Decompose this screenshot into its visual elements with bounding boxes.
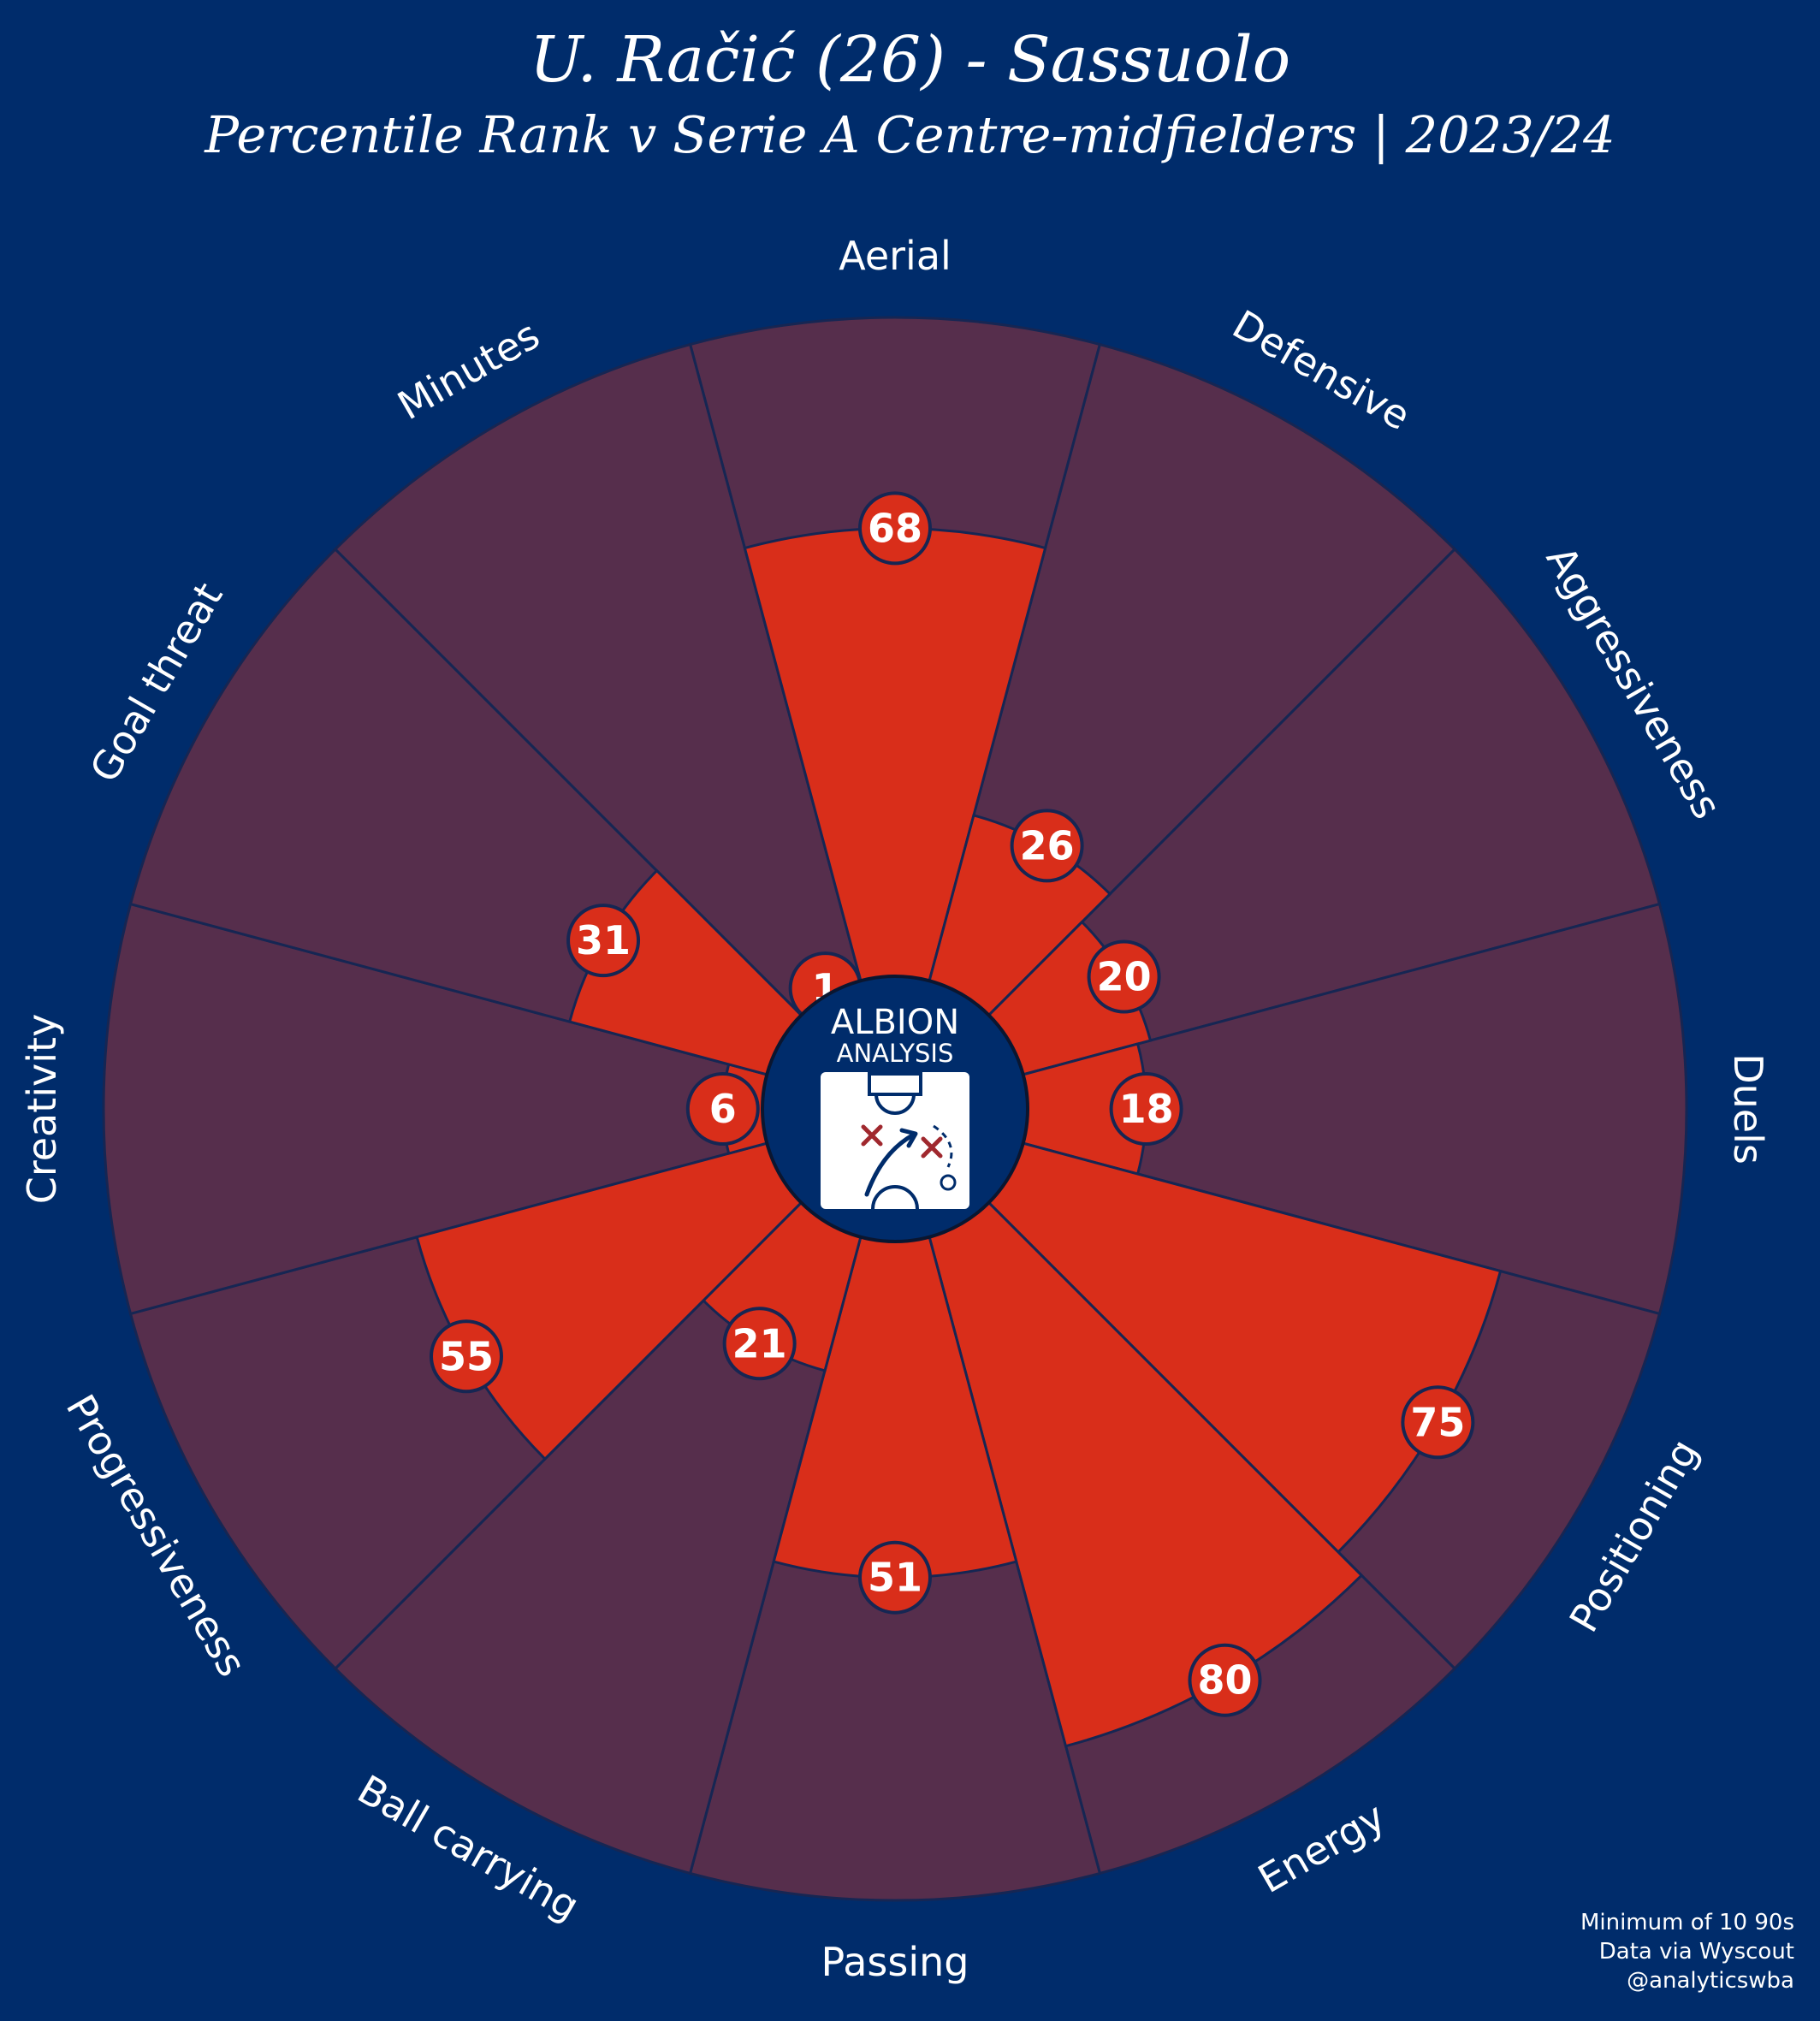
chart-subtitle: Percentile Rank v Serie A Centre-midfiel…	[205, 105, 1615, 164]
value-label-passing: 51	[868, 1555, 922, 1601]
value-badge-goal-threat	[566, 904, 641, 978]
pass-arrow-icon	[864, 1132, 916, 1197]
category-label-creativity: Creativity	[19, 1014, 65, 1205]
value-badge-ball-carrying	[722, 1307, 797, 1381]
pitch-box-top	[868, 1072, 922, 1096]
footer-source: Data via Wyscout	[1598, 1939, 1794, 1965]
category-label-duels: Duels	[1725, 1053, 1771, 1165]
footer-minimum: Minimum of 10 90s	[1580, 1910, 1794, 1935]
logo-text-analysis: ANALYSIS	[837, 1039, 954, 1068]
value-badge-defensive	[1010, 809, 1084, 883]
value-label-aerial: 68	[868, 505, 922, 551]
footer-handle: @analyticswba	[1627, 1968, 1794, 1994]
pitch-arc-top	[874, 1093, 916, 1115]
value-badge-aerial	[858, 491, 932, 566]
value-badge-passing	[858, 1540, 932, 1615]
value-label-creativity: 6	[709, 1086, 737, 1132]
value-label-positioning: 75	[1410, 1399, 1465, 1445]
category-label-aerial: Aerial	[839, 233, 951, 279]
pitch-board	[821, 1072, 969, 1209]
category-label-energy: Energy	[1250, 1793, 1392, 1902]
pitch-arc-bottom	[871, 1185, 919, 1210]
albion-analysis-logo: ALBION ANALYSIS	[761, 975, 1029, 1243]
dashed-run-icon	[933, 1124, 953, 1168]
value-badge-energy	[1188, 1643, 1262, 1717]
footer-notes: Minimum of 10 90s Data via Wyscout @anal…	[1580, 1908, 1794, 1995]
value-label-ball-carrying: 21	[732, 1320, 787, 1366]
ball-icon	[940, 1174, 957, 1191]
value-badge-positioning	[1401, 1385, 1475, 1460]
value-slices	[415, 526, 1503, 1748]
value-badge-duels	[1109, 1072, 1183, 1146]
cross-icon	[921, 1136, 943, 1159]
value-label-duels: 18	[1119, 1086, 1174, 1132]
value-badge-aggressiveness	[1087, 939, 1161, 1014]
value-badge-progressiveness	[430, 1319, 504, 1394]
value-label-defensive: 26	[1020, 822, 1075, 868]
value-badge-creativity	[685, 1072, 760, 1146]
chart-title: U. Račić (26) - Sassuolo	[529, 23, 1291, 97]
arrow-head-icon	[899, 1128, 918, 1148]
category-label-passing: Passing	[821, 1939, 969, 1985]
tactics-board-icon	[821, 1072, 969, 1210]
value-label-aggressiveness: 20	[1097, 954, 1152, 1000]
value-label-progressiveness: 55	[439, 1333, 494, 1379]
logo-text-albion: ALBION	[831, 1003, 959, 1042]
value-label-energy: 80	[1197, 1657, 1252, 1704]
value-label-goal-threat: 31	[576, 917, 631, 963]
cross-icon	[861, 1124, 883, 1147]
